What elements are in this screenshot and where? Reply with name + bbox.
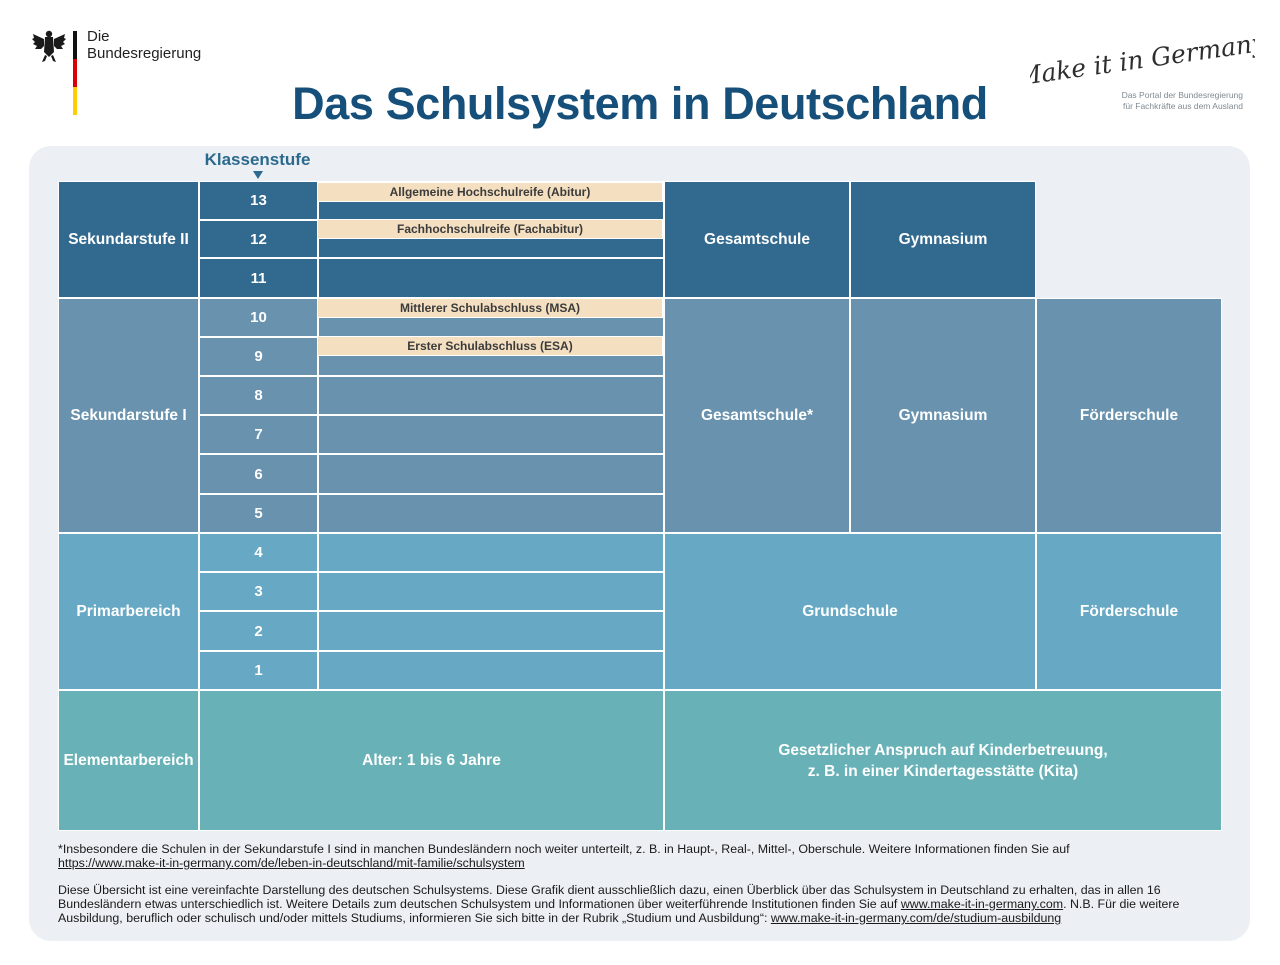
make-it-in-germany-logo: Make it in Germany [1030,30,1255,90]
pathway-row [318,258,664,298]
footnote-2-text-a: Diese Übersicht ist eine vereinfachte Da… [58,883,1161,911]
pathway-row [318,454,664,494]
pathway-row [318,415,664,454]
footnote-2: Diese Übersicht ist eine vereinfachte Da… [58,883,1228,925]
pathway-row [318,533,664,572]
klassenstufe-arrow-icon [253,171,263,179]
grade-10: 10 [199,298,318,337]
school-grundschule: Grundschule [664,533,1036,690]
grade-2: 2 [199,611,318,651]
degree-msa: Mittlerer Schulabschluss (MSA) [317,298,663,318]
grade-7: 7 [199,415,318,454]
grade-11: 11 [199,258,318,298]
school-foerderschule-sek1: Förderschule [1036,298,1222,533]
degree-esa: Erster Schulabschluss (ESA) [317,336,663,356]
school-gymnasium-sek2: Gymnasium [850,181,1036,298]
grade-12: 12 [199,220,318,258]
grade-1: 1 [199,651,318,690]
footnote-2-link-1[interactable]: www.make-it-in-germany.com [900,897,1064,911]
bundesregierung-logo-text: Die Bundesregierung [87,28,202,62]
elementar-claim: Gesetzlicher Anspruch auf Kinderbetreuun… [664,690,1222,831]
school-gymnasium-sek1: Gymnasium [850,298,1036,533]
grade-3: 3 [199,572,318,611]
school-foerderschule-primar: Förderschule [1036,533,1222,690]
stage-sekundarstufe-1: Sekundarstufe I [58,298,199,533]
grade-8: 8 [199,376,318,415]
logo-subtitle: Das Portal der Bundesregierung für Fachk… [1121,90,1243,111]
klassenstufe-label: Klassenstufe [204,150,311,169]
stage-primarbereich: Primarbereich [58,533,199,690]
footnote-2-text-b: . N.B. Für die weitere Ausbildung, beruf… [58,897,1180,925]
grade-4: 4 [199,533,318,572]
federal-eagle-icon [32,30,66,62]
pathway-row [318,376,664,415]
logo-script-text: Make it in Germany [1030,30,1255,90]
footnote-2-link-2[interactable]: www.make-it-in-germany.com/de/studium-au… [770,911,1062,925]
pathway-row [318,572,664,611]
page-title: Das Schulsystem in Deutschland [292,78,988,129]
pathway-row [318,651,664,690]
flag-stripe [73,31,77,115]
degree-abitur: Allgemeine Hochschulreife (Abitur) [317,182,663,202]
grade-5: 5 [199,494,318,533]
footnote-1: *Insbesondere die Schulen in der Sekunda… [58,842,1228,870]
degree-fachabitur: Fachhochschulreife (Fachabitur) [317,219,663,239]
stage-sekundarstufe-2: Sekundarstufe II [58,181,199,298]
pathway-row [318,494,664,533]
school-gesamtschule-sek2: Gesamtschule [664,181,850,298]
pathway-row [318,611,664,651]
school-gesamtschule-sek1: Gesamtschule* [664,298,850,533]
footnote-1-text: *Insbesondere die Schulen in der Sekunda… [58,842,1070,856]
footnote-1-link[interactable]: https://www.make-it-in-germany.com/de/le… [58,856,525,870]
grade-9: 9 [199,337,318,376]
elementar-age: Alter: 1 bis 6 Jahre [199,690,664,831]
grade-6: 6 [199,454,318,494]
grade-13: 13 [199,181,318,220]
stage-elementarbereich: Elementarbereich [58,690,199,831]
